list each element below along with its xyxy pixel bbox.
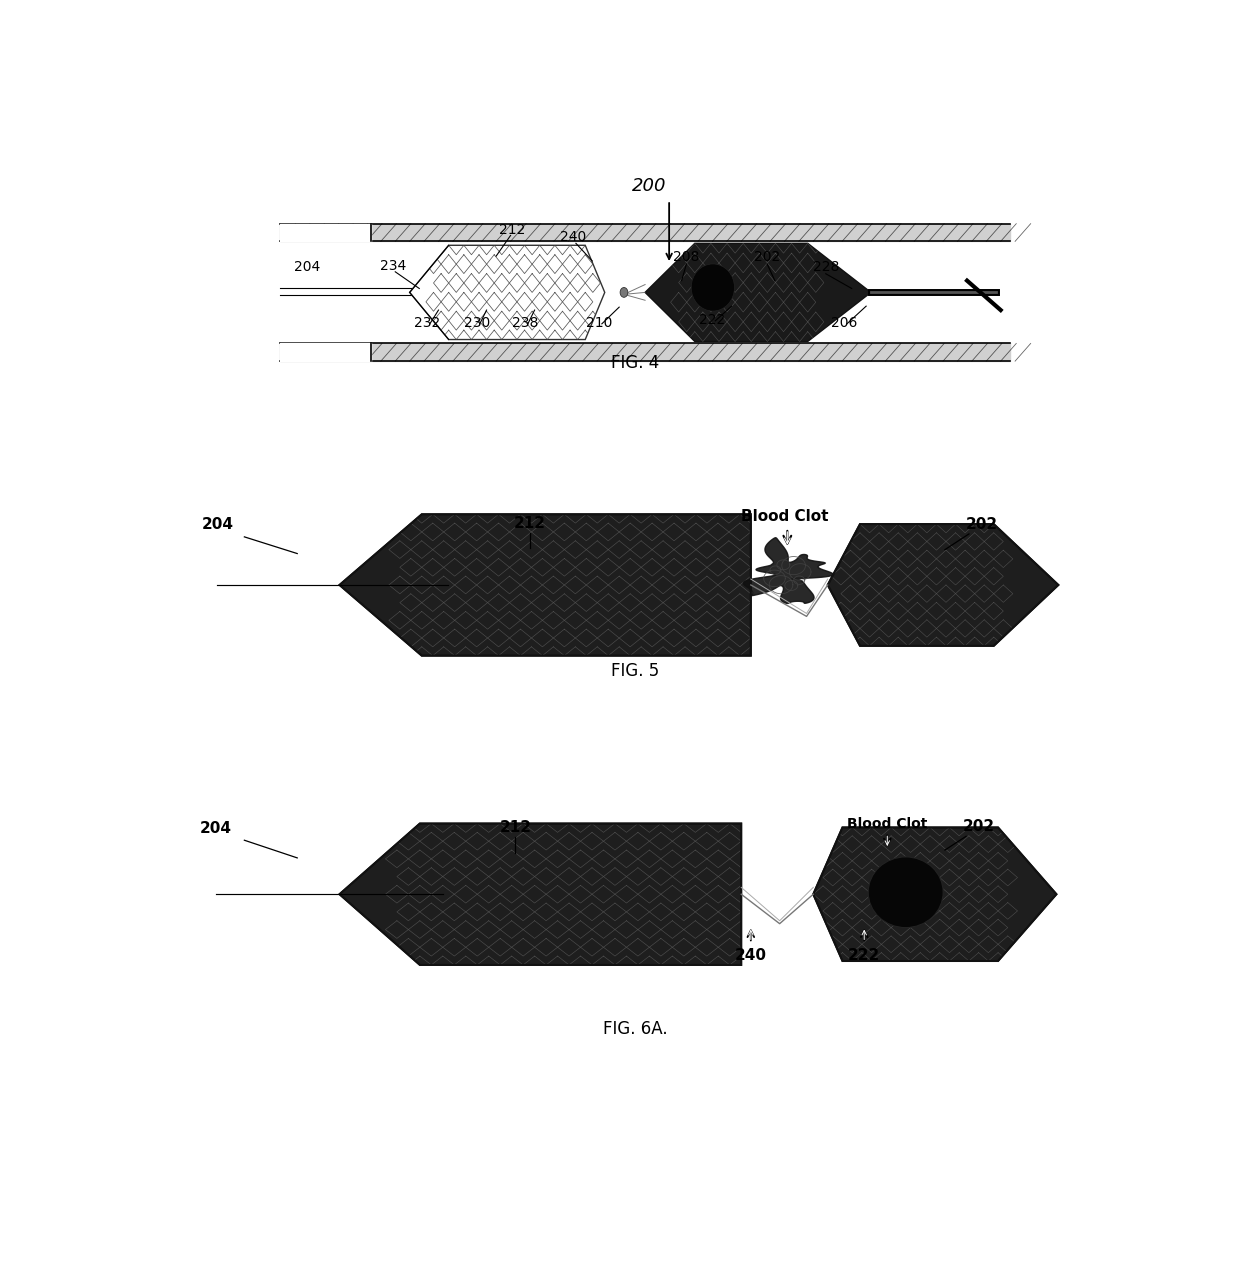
Text: 202: 202 [966,516,997,532]
Text: 200: 200 [631,177,666,195]
Polygon shape [340,824,742,965]
Text: FIG. 5: FIG. 5 [611,663,660,681]
Polygon shape [828,524,1058,646]
Text: Blood Clot: Blood Clot [740,509,828,524]
Text: Blood Clot: Blood Clot [847,817,928,831]
Text: 228: 228 [812,260,839,274]
Text: 202: 202 [962,820,994,834]
Text: 240: 240 [560,231,587,245]
Text: 238: 238 [512,316,538,330]
Text: 232: 232 [414,316,440,330]
Text: 204: 204 [294,260,320,274]
Text: 208: 208 [673,250,699,264]
Ellipse shape [691,264,734,311]
Text: FIG. 6A.: FIG. 6A. [603,1020,668,1038]
Text: 212: 212 [513,516,546,530]
Polygon shape [743,538,833,603]
Ellipse shape [620,287,627,297]
Text: 222: 222 [848,949,880,963]
Text: 206: 206 [831,316,857,330]
Text: 240: 240 [735,949,766,963]
Text: FIG. 4: FIG. 4 [611,354,660,372]
Text: 234: 234 [381,259,407,273]
Text: 204: 204 [200,821,232,836]
Text: 212: 212 [500,223,526,236]
Polygon shape [813,827,1056,961]
Text: 230: 230 [464,316,490,330]
Text: 222: 222 [699,312,725,326]
Text: 212: 212 [500,820,532,835]
Text: 210: 210 [585,316,613,330]
Polygon shape [645,244,870,342]
Ellipse shape [868,857,944,928]
Polygon shape [409,245,605,339]
Text: 204: 204 [201,516,233,532]
Text: 202: 202 [754,250,780,264]
Polygon shape [340,514,751,655]
